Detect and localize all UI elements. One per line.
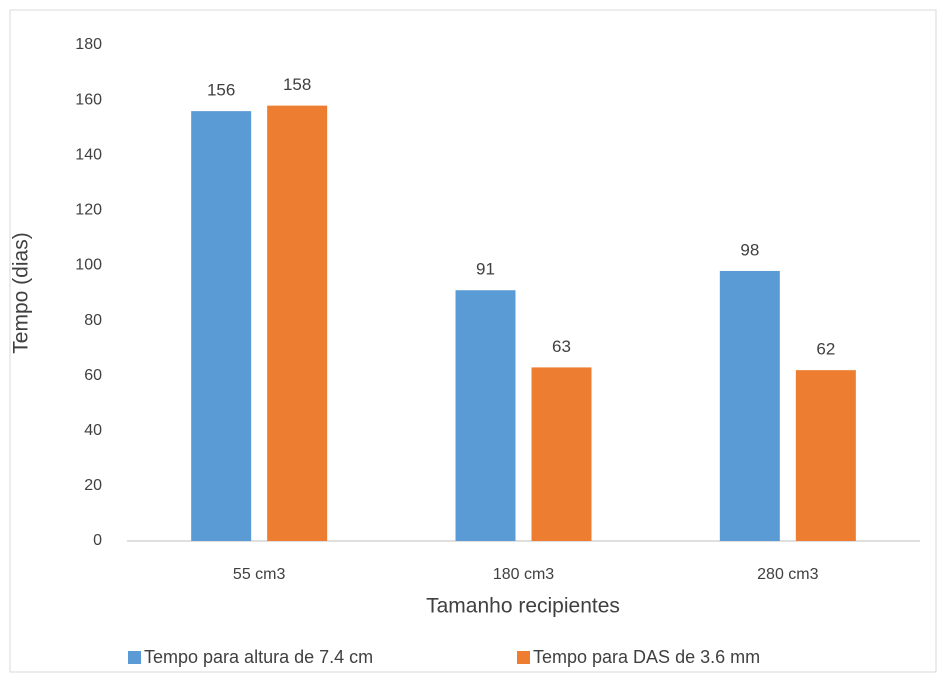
x-tick-label: 55 cm3 [233, 566, 286, 583]
y-tick-label: 120 [75, 202, 102, 219]
y-tick-label: 80 [84, 312, 102, 329]
y-axis-title: Tempo (dias) [10, 232, 33, 353]
legend-swatch [517, 651, 530, 664]
y-tick-label: 180 [75, 36, 102, 53]
y-tick-label: 0 [93, 532, 102, 549]
y-tick-label: 140 [75, 146, 102, 163]
y-tick-label: 40 [84, 422, 102, 439]
legend-label: Tempo para altura de 7.4 cm [144, 647, 373, 667]
legend-label: Tempo para DAS de 3.6 mm [533, 647, 760, 667]
chart-frame [9, 9, 937, 673]
data-label: 91 [476, 260, 495, 279]
data-label: 62 [816, 340, 835, 359]
bar [719, 270, 780, 541]
y-tick-label: 60 [84, 367, 102, 384]
bar [795, 370, 856, 541]
x-tick-label: 180 cm3 [493, 566, 554, 583]
data-label: 158 [283, 75, 311, 94]
data-label: 98 [740, 240, 759, 259]
y-tick-label: 160 [75, 91, 102, 108]
data-label: 63 [552, 337, 571, 356]
legend-swatch [128, 651, 141, 664]
y-tick-label: 100 [75, 257, 102, 274]
y-tick-label: 20 [84, 477, 102, 494]
bar [191, 111, 252, 541]
bar [267, 105, 328, 541]
x-axis-title: Tamanho recipientes [426, 595, 620, 618]
data-label: 156 [207, 81, 235, 100]
bar [531, 367, 592, 541]
bar [455, 290, 516, 541]
x-tick-label: 280 cm3 [757, 566, 818, 583]
